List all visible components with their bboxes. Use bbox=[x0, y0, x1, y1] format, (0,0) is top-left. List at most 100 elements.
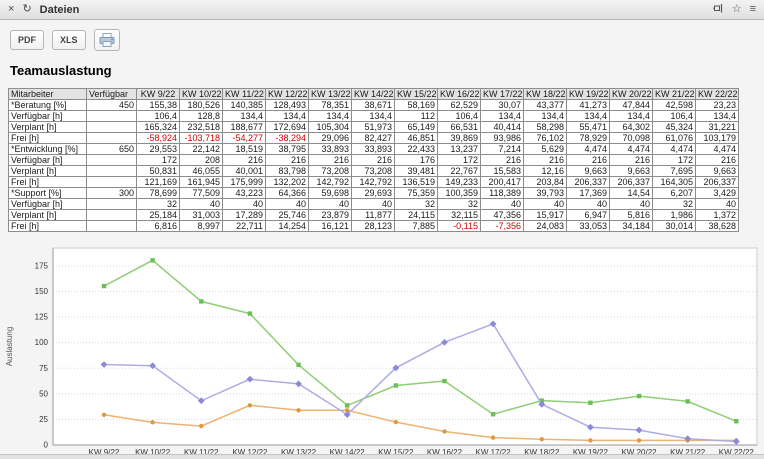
data-point-circle bbox=[539, 437, 544, 442]
data-point-circle bbox=[199, 423, 204, 429]
value-cell: 121,169 bbox=[136, 176, 180, 188]
refresh-icon[interactable]: ↻ bbox=[22, 3, 32, 15]
data-point-diamond bbox=[587, 423, 594, 431]
bottom-window-edge bbox=[0, 454, 764, 459]
printer-icon bbox=[99, 33, 115, 47]
x-tick-label: KW 14/22 bbox=[330, 448, 366, 454]
value-cell: 47,844 bbox=[609, 99, 653, 111]
value-cell: 216 bbox=[523, 154, 567, 166]
value-cell: 16,121 bbox=[308, 220, 352, 232]
value-cell: 136,519 bbox=[394, 176, 438, 188]
print-button[interactable] bbox=[93, 29, 120, 51]
table-body: *Beratung [%] 450 155,38 180,526 140,385 128,… bbox=[8, 99, 739, 232]
value-cell: 93,986 bbox=[480, 132, 524, 144]
row-label-cell: Verfügbar [h] bbox=[8, 198, 87, 210]
value-cell: 232,518 bbox=[179, 121, 223, 133]
x-tick-label: KW 10/22 bbox=[135, 448, 171, 454]
value-cell: 14,254 bbox=[265, 220, 309, 232]
xls-button[interactable]: XLS bbox=[52, 30, 86, 50]
value-cell: 4,474 bbox=[652, 143, 696, 155]
data-point-circle bbox=[490, 435, 496, 440]
value-cell: 206,337 bbox=[566, 176, 610, 188]
y-tick-label: 175 bbox=[35, 262, 49, 271]
value-cell: 78,351 bbox=[308, 99, 352, 111]
table-row: Verplant [h] 165,324 232,518 188,677 172,694… bbox=[8, 121, 739, 133]
value-cell: 216 bbox=[222, 154, 266, 166]
value-cell: 34,184 bbox=[609, 220, 653, 232]
value-cell: 1,986 bbox=[652, 209, 696, 221]
menu-icon[interactable]: ≡ bbox=[749, 3, 756, 15]
value-cell: 134,4 bbox=[609, 110, 653, 122]
star-icon[interactable]: ☆ bbox=[731, 3, 742, 15]
value-cell: 132,202 bbox=[265, 176, 309, 188]
data-point-square bbox=[101, 283, 107, 289]
available-cell bbox=[86, 121, 137, 133]
data-point-square bbox=[199, 299, 204, 304]
x-tick-label: KW 17/22 bbox=[476, 448, 512, 454]
column-header: KW 10/22 bbox=[179, 88, 223, 100]
page-title: Teamauslastung bbox=[10, 63, 112, 78]
value-cell: 216 bbox=[308, 154, 352, 166]
value-cell: 40 bbox=[179, 198, 223, 210]
value-cell: 73,208 bbox=[308, 165, 352, 177]
pin-icon-glyph bbox=[712, 3, 722, 12]
value-cell: 25,746 bbox=[265, 209, 309, 221]
value-cell: 128,493 bbox=[265, 99, 309, 111]
available-cell bbox=[86, 110, 137, 122]
value-cell: 172 bbox=[136, 154, 180, 166]
value-cell: 17,369 bbox=[566, 187, 610, 199]
value-cell: 216 bbox=[351, 154, 395, 166]
data-point-circle bbox=[345, 408, 350, 413]
data-point-square bbox=[734, 419, 739, 424]
value-cell: 7,695 bbox=[652, 165, 696, 177]
value-cell: 134,4 bbox=[523, 110, 567, 122]
plot-background bbox=[52, 247, 758, 446]
value-cell: 25,184 bbox=[136, 209, 180, 221]
value-cell: 30,014 bbox=[652, 220, 696, 232]
value-cell: 106,4 bbox=[437, 110, 481, 122]
value-cell: 32 bbox=[652, 198, 696, 210]
data-point-square bbox=[588, 400, 593, 405]
value-cell: 106,4 bbox=[136, 110, 180, 122]
value-cell: 47,356 bbox=[480, 209, 524, 221]
value-cell: 216 bbox=[609, 154, 653, 166]
available-cell: 650 bbox=[86, 143, 137, 155]
table-row: Verfügbar [h] 106,4 128,8 134,4 134,4 134,4 13… bbox=[8, 110, 739, 122]
value-cell: 39,869 bbox=[437, 132, 481, 144]
row-label-cell: *Support [%] bbox=[8, 187, 87, 199]
value-cell: -54,277 bbox=[222, 132, 266, 144]
value-cell: -103,718 bbox=[179, 132, 223, 144]
value-cell: 17,289 bbox=[222, 209, 266, 221]
x-tick-label: KW 20/22 bbox=[621, 448, 657, 454]
table-row: Verplant [h] 50,831 46,055 40,001 83,798 73,2… bbox=[8, 165, 739, 177]
value-cell: 65,149 bbox=[394, 121, 438, 133]
value-cell: 200,417 bbox=[480, 176, 524, 188]
table-row: *Beratung [%] 450 155,38 180,526 140,385 128,… bbox=[8, 99, 739, 111]
value-cell: 9,663 bbox=[609, 165, 653, 177]
value-cell: 180,526 bbox=[179, 99, 223, 111]
value-cell: 128,8 bbox=[179, 110, 223, 122]
value-cell: 6,816 bbox=[136, 220, 180, 232]
pdf-button[interactable]: PDF bbox=[10, 30, 44, 50]
close-icon[interactable]: × bbox=[8, 3, 15, 15]
row-label-cell: *Beratung [%] bbox=[8, 99, 87, 111]
value-cell: 14,54 bbox=[609, 187, 653, 199]
column-header: Verfügbar bbox=[86, 88, 137, 100]
value-cell: 38,795 bbox=[265, 143, 309, 155]
value-cell: 40 bbox=[351, 198, 395, 210]
data-point-square bbox=[150, 258, 155, 263]
value-cell: 149,233 bbox=[437, 176, 481, 188]
data-point-diamond bbox=[343, 411, 351, 419]
value-cell: 155,38 bbox=[136, 99, 180, 111]
x-tick-label: KW 11/22 bbox=[184, 448, 219, 454]
value-cell: 106,4 bbox=[652, 110, 696, 122]
utilization-table: Mitarbeiter Verfügbar KW 9/22 KW 10/22 KW 11… bbox=[8, 88, 739, 232]
value-cell: 78,699 bbox=[136, 187, 180, 199]
value-cell: -7,356 bbox=[480, 220, 524, 232]
value-cell: 28,123 bbox=[351, 220, 395, 232]
value-cell: 73,208 bbox=[351, 165, 395, 177]
y-tick-label: 50 bbox=[39, 389, 48, 398]
value-cell: 175,999 bbox=[222, 176, 266, 188]
column-header: KW 21/22 bbox=[652, 88, 696, 100]
pin-icon[interactable] bbox=[712, 3, 724, 17]
